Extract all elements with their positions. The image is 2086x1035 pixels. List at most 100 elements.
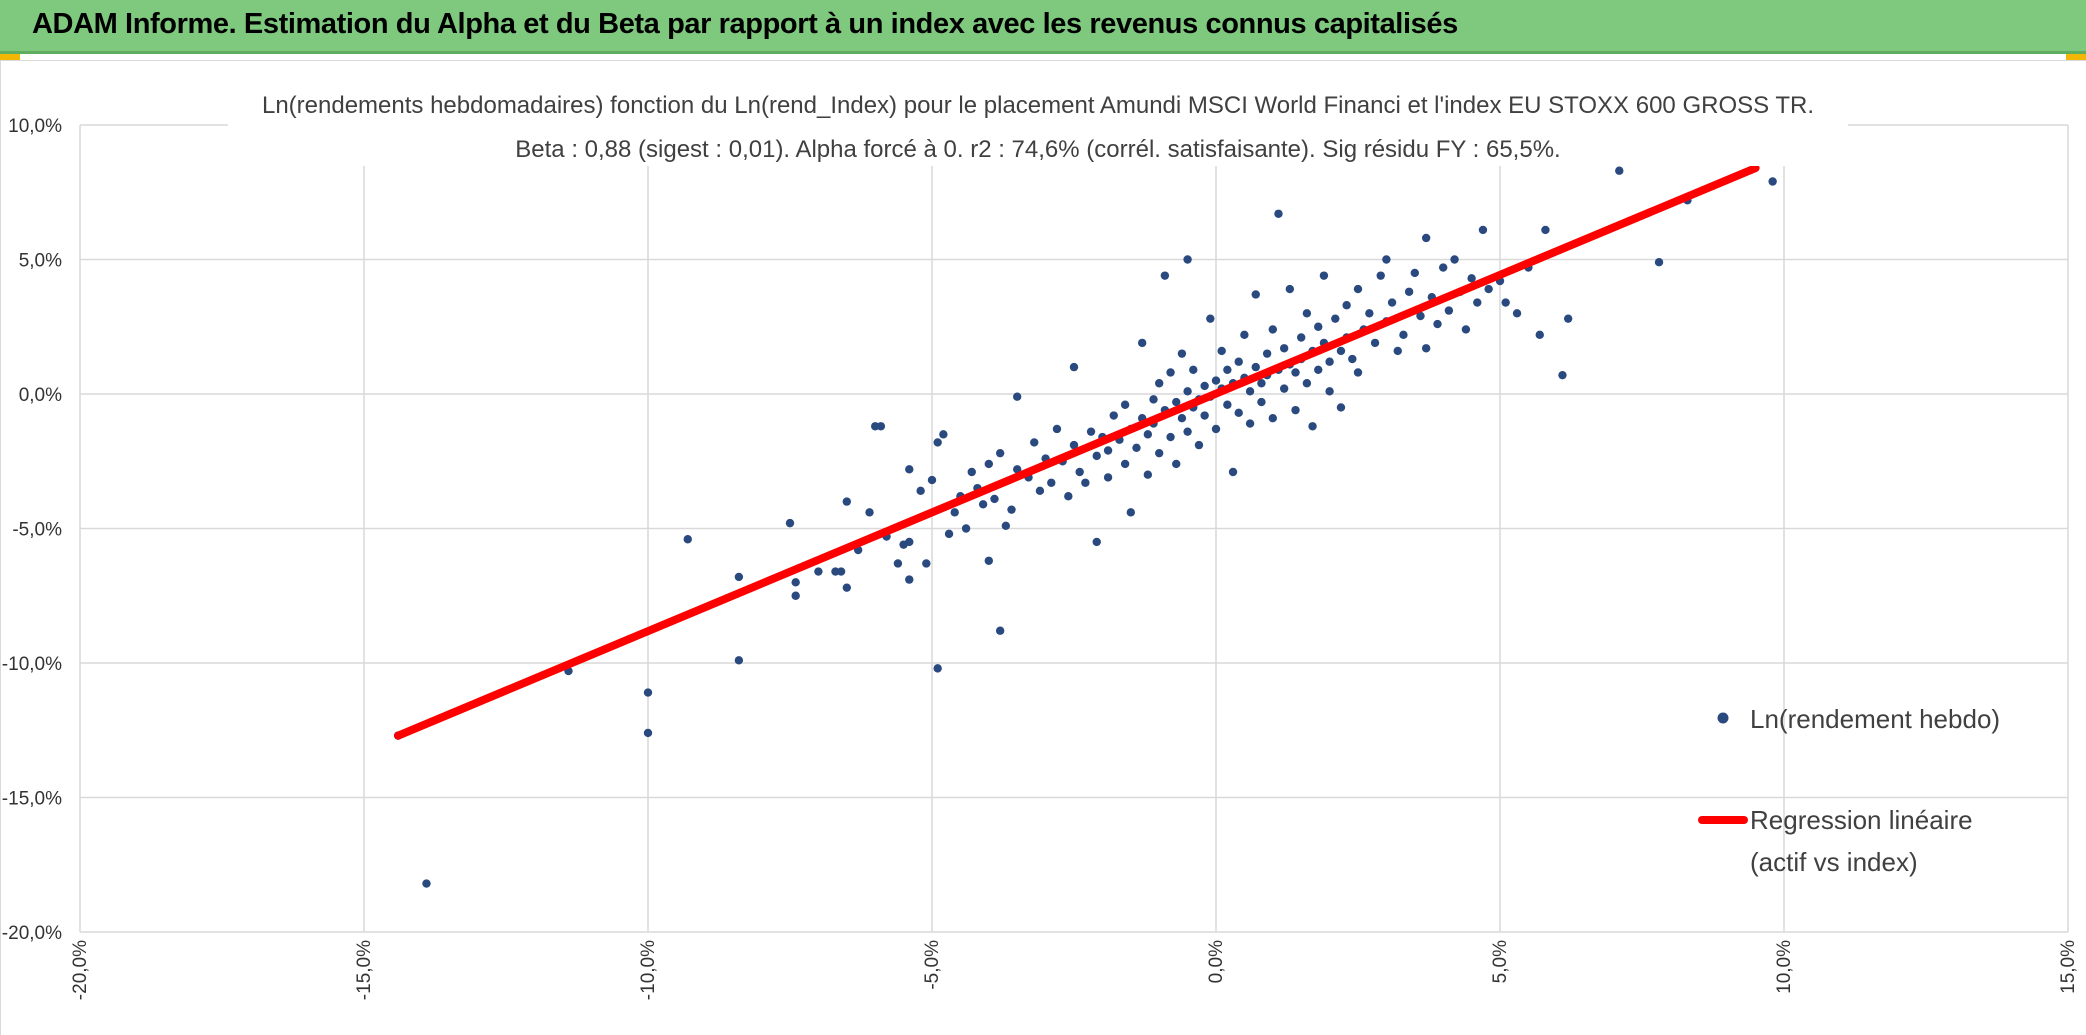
scatter-point bbox=[1189, 365, 1198, 374]
scatter-point bbox=[1393, 346, 1402, 356]
scatter-point bbox=[905, 465, 914, 474]
scatter-point bbox=[1257, 397, 1266, 407]
scatter-point bbox=[876, 422, 886, 431]
scatter-point bbox=[1155, 379, 1164, 388]
scatter-point bbox=[1382, 255, 1391, 264]
scatter-point bbox=[1325, 387, 1334, 396]
scatter-point bbox=[1302, 379, 1312, 388]
scatter-point bbox=[1541, 225, 1550, 235]
scatter-point bbox=[1768, 177, 1777, 186]
scatter-point bbox=[1535, 330, 1544, 340]
scatter-point bbox=[1450, 255, 1459, 264]
x-tick-label: 5,0% bbox=[1490, 940, 1511, 983]
scatter-point bbox=[1245, 387, 1255, 396]
scatter-point bbox=[1331, 314, 1340, 323]
scatter-point bbox=[814, 567, 823, 576]
legend-scatter-label: Ln(rendement hebdo) bbox=[1750, 704, 2000, 734]
x-tick-label: -5,0% bbox=[922, 940, 943, 990]
scatter-point bbox=[1387, 298, 1397, 307]
scatter-point bbox=[1149, 395, 1158, 404]
scatter-point bbox=[1013, 465, 1022, 474]
y-tick-label: -20,0% bbox=[2, 923, 62, 944]
scatter-point bbox=[1194, 440, 1204, 450]
scatter-point bbox=[1421, 344, 1431, 353]
scatter-point bbox=[1512, 309, 1522, 318]
scatter-point bbox=[933, 664, 942, 673]
scatter-point bbox=[1183, 427, 1192, 436]
scatter-point bbox=[791, 578, 800, 587]
scatter-point bbox=[1404, 287, 1414, 296]
legend: Ln(rendement hebdo) Regression linéaire … bbox=[1698, 704, 2000, 877]
scatter-point bbox=[1563, 314, 1573, 323]
scatter-point bbox=[1030, 438, 1039, 447]
scatter-point bbox=[1297, 333, 1306, 342]
scatter-point bbox=[995, 626, 1005, 635]
regression-line bbox=[394, 164, 1760, 740]
scatter-point bbox=[984, 556, 993, 565]
scatter-point bbox=[1416, 311, 1425, 321]
scatter-point bbox=[1183, 255, 1192, 264]
scatter-point bbox=[785, 518, 795, 528]
scatter-point bbox=[1007, 505, 1016, 514]
scatter-points bbox=[393, 166, 1777, 888]
scatter-point bbox=[1348, 354, 1357, 364]
scatter-point bbox=[1172, 397, 1181, 407]
scatter-point bbox=[1268, 414, 1278, 423]
scatter-point bbox=[1314, 322, 1323, 331]
scatter-point bbox=[1137, 338, 1147, 348]
scatter-point bbox=[893, 559, 903, 568]
scatter-point bbox=[1473, 298, 1482, 307]
scatter-point bbox=[1444, 306, 1454, 315]
scatter-point bbox=[1166, 368, 1175, 377]
scatter-point bbox=[842, 497, 851, 506]
x-tick-label: 15,0% bbox=[2058, 940, 2079, 994]
scatter-point bbox=[1223, 365, 1232, 374]
scatter-point bbox=[1279, 344, 1289, 353]
scatter-point bbox=[944, 529, 954, 539]
legend-scatter-marker bbox=[1717, 712, 1729, 724]
scatter-point bbox=[1234, 357, 1243, 366]
scatter-point bbox=[791, 591, 800, 600]
scatter-point bbox=[1240, 330, 1249, 340]
scatter-point bbox=[1103, 473, 1113, 482]
scatter-point bbox=[905, 537, 914, 547]
scatter-point bbox=[1228, 467, 1238, 477]
scatter-point bbox=[1478, 225, 1488, 235]
y-tick-label: 5,0% bbox=[19, 251, 62, 272]
scatter-point bbox=[1143, 470, 1153, 479]
scatter-point bbox=[1223, 400, 1232, 409]
scatter-point bbox=[984, 459, 993, 469]
scatter-point bbox=[1166, 432, 1175, 442]
x-tick-label: 0,0% bbox=[1206, 940, 1227, 983]
scatter-point bbox=[1257, 379, 1266, 388]
scatter-point bbox=[1336, 346, 1346, 356]
scatter-point bbox=[1177, 414, 1187, 423]
scatter-point bbox=[1047, 478, 1056, 487]
scatter-point bbox=[1081, 478, 1090, 487]
chart-area bbox=[0, 60, 2086, 1035]
corner-marker-left bbox=[0, 54, 20, 60]
scatter-point bbox=[842, 583, 851, 592]
scatter-point bbox=[1291, 368, 1300, 377]
scatter-point bbox=[995, 448, 1005, 458]
scatter-point bbox=[990, 494, 999, 504]
scatter-point bbox=[1353, 284, 1363, 294]
regression-line-layer bbox=[394, 164, 1760, 740]
scatter-point bbox=[1069, 362, 1079, 372]
scatter-point bbox=[1433, 319, 1442, 329]
scatter-point bbox=[1285, 284, 1295, 294]
scatter-point bbox=[1001, 521, 1011, 531]
scatter-point bbox=[1421, 233, 1431, 243]
scatter-point bbox=[1069, 440, 1079, 450]
scatter-point bbox=[1274, 209, 1283, 218]
chart-title: Ln(rendements hebdomadaires) fonction du… bbox=[262, 92, 1814, 119]
scatter-point bbox=[683, 535, 692, 544]
x-tick-label: 10,0% bbox=[1774, 940, 1795, 994]
scatter-point bbox=[1183, 387, 1192, 396]
scatter-point bbox=[1365, 309, 1374, 318]
scatter-point bbox=[1234, 408, 1243, 418]
scatter-point bbox=[1052, 424, 1062, 434]
scatter-point bbox=[1064, 492, 1073, 501]
scatter-point bbox=[1439, 263, 1448, 272]
scatter-point bbox=[1484, 284, 1493, 294]
